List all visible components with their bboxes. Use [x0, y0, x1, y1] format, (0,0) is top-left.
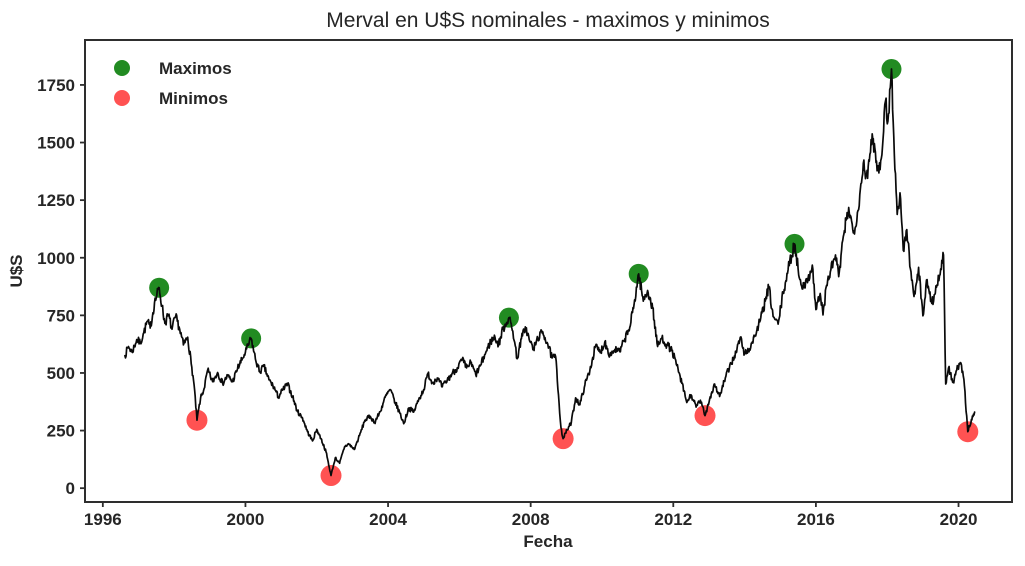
y-tick-label: 1000 [37, 249, 75, 268]
axes-border [84, 39, 1013, 503]
y-tick-label: 1250 [37, 191, 75, 210]
y-axis-label: U$S [7, 254, 26, 287]
legend: Maximos Minimos [114, 59, 232, 108]
x-tick-label: 2012 [654, 510, 692, 529]
y-tick-label: 0 [66, 479, 75, 498]
x-tick-label: 2008 [512, 510, 550, 529]
x-tick-label: 2016 [797, 510, 835, 529]
x-tick-label: 2004 [369, 510, 407, 529]
x-tick-label: 1996 [84, 510, 122, 529]
y-tick-label: 1500 [37, 134, 75, 153]
x-axis-label: Fecha [523, 532, 573, 551]
y-tick-label: 500 [47, 364, 75, 383]
legend-minimos-marker-icon [114, 90, 130, 106]
x-tick-label: 2020 [940, 510, 978, 529]
legend-minimos-label: Minimos [159, 89, 228, 108]
chart-title: Merval en U$S nominales - maximos y mini… [326, 9, 769, 32]
y-tick-label: 1750 [37, 76, 75, 95]
y-tick-label: 250 [47, 422, 75, 441]
price-line [124, 68, 976, 477]
y-tick-label: 750 [47, 306, 75, 325]
legend-maximos-marker-icon [114, 60, 130, 76]
plot-area: 1996 2000 2004 2008 2012 2016 2020 0 250 500 750 10… [37, 39, 1013, 529]
x-tick-label: 2000 [227, 510, 265, 529]
legend-maximos-label: Maximos [159, 59, 232, 78]
